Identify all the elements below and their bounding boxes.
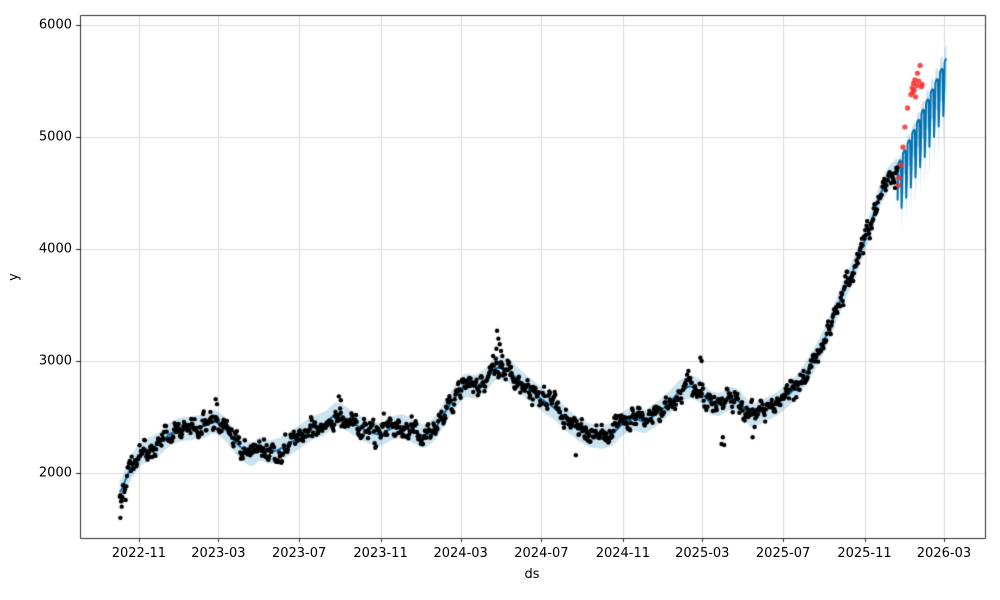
x-tick-label: 2023-07	[271, 546, 327, 561]
x-tick-label: 2024-07	[514, 546, 569, 561]
x-tick-label: 2023-11	[353, 546, 408, 561]
x-tick-label: 2026-03	[916, 546, 972, 561]
x-axis-label: ds	[524, 567, 540, 582]
x-tick-label: 2025-11	[837, 546, 892, 561]
x-tick-label: 2024-11	[595, 546, 651, 561]
y-tick-label: 2000	[38, 465, 72, 481]
x-tick-label: 2022-11	[111, 546, 167, 561]
x-tick-label: 2025-03	[675, 546, 730, 561]
x-tick-label: 2024-03	[433, 546, 488, 561]
x-tick-label: 2025-07	[755, 546, 811, 561]
y-tick-label: 3000	[38, 353, 72, 369]
y-tick-label: 5000	[38, 129, 72, 145]
x-tick-label: 2023-03	[191, 546, 246, 561]
y-axis-label: y	[6, 273, 22, 281]
y-tick-label: 4000	[38, 241, 72, 257]
y-tick-label: 6000	[38, 17, 72, 33]
